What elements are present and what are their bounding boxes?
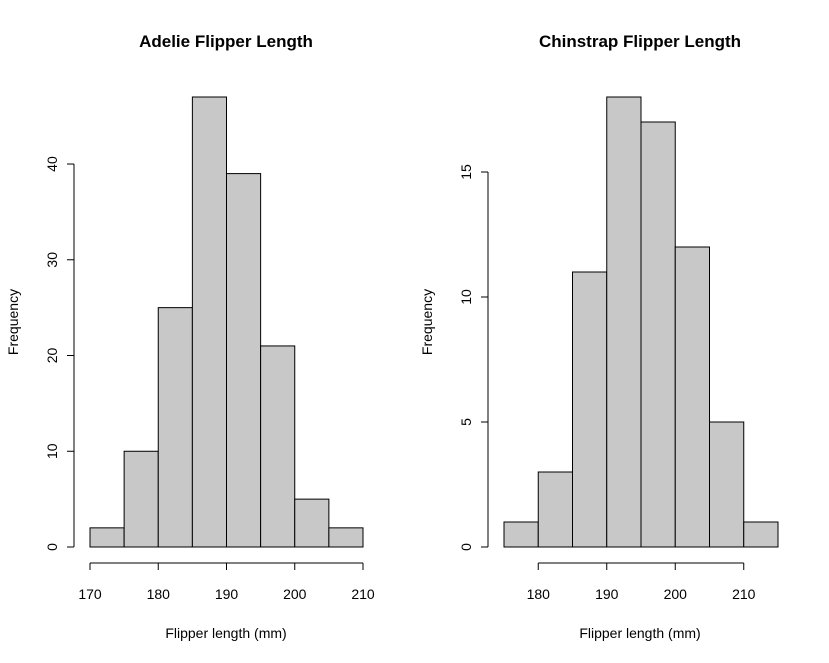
x-tick-label: 180 (527, 586, 551, 602)
histogram-bar (503, 521, 539, 548)
x-tick-label: 210 (351, 586, 375, 602)
histogram-bar (123, 450, 159, 548)
y-tick-label: 15 (458, 164, 474, 180)
histogram-bar (743, 521, 779, 548)
histogram-bar (709, 421, 745, 548)
y-axis: 0 10 20 30 40 (44, 156, 75, 551)
x-tick-label: 200 (283, 586, 307, 602)
x-axis: 170 180 190 200 210 (78, 562, 375, 602)
y-axis-label: Frequency (5, 289, 21, 355)
histogram-bar (294, 498, 330, 548)
y-tick-label: 5 (458, 418, 474, 426)
histogram-bar (260, 345, 296, 548)
y-tick-label: 30 (44, 252, 60, 268)
histogram-bar (606, 96, 642, 548)
histogram-bar (328, 527, 364, 548)
y-axis-label: Frequency (419, 289, 435, 355)
x-tick-label: 200 (664, 586, 688, 602)
bars-group (89, 96, 364, 548)
x-axis-label: Flipper length (mm) (165, 625, 286, 641)
chart-title: Chinstrap Flipper Length (539, 32, 741, 51)
x-tick-label: 190 (215, 586, 239, 602)
y-tick-label: 10 (458, 289, 474, 305)
histogram-bar (572, 271, 608, 548)
x-axis-label: Flipper length (mm) (579, 625, 700, 641)
bars-group (503, 96, 779, 548)
y-tick-label: 10 (44, 443, 60, 459)
histogram-bar (674, 246, 710, 548)
x-tick-label: 170 (78, 586, 102, 602)
y-tick-label: 0 (458, 543, 474, 551)
x-tick-label: 210 (732, 586, 756, 602)
chart-title: Adelie Flipper Length (139, 32, 313, 51)
histogram-bar (89, 527, 125, 548)
histogram-bar (640, 121, 676, 548)
x-axis: 180 190 200 210 (527, 562, 756, 602)
x-tick-label: 180 (147, 586, 171, 602)
y-tick-label: 40 (44, 156, 60, 172)
x-tick-label: 190 (595, 586, 619, 602)
y-tick-label: 20 (44, 348, 60, 364)
histogram-bar (157, 307, 193, 548)
histogram-bar (191, 96, 227, 548)
y-tick-label: 0 (44, 543, 60, 551)
y-axis: 0 5 10 15 (458, 164, 489, 551)
adelie-histogram-panel: Adelie Flipper Length Flipper length (mm… (5, 32, 375, 641)
histogram-bar (226, 173, 262, 548)
histogram-bar (537, 471, 573, 548)
chinstrap-histogram-panel: Chinstrap Flipper Length Flipper length … (419, 32, 779, 641)
